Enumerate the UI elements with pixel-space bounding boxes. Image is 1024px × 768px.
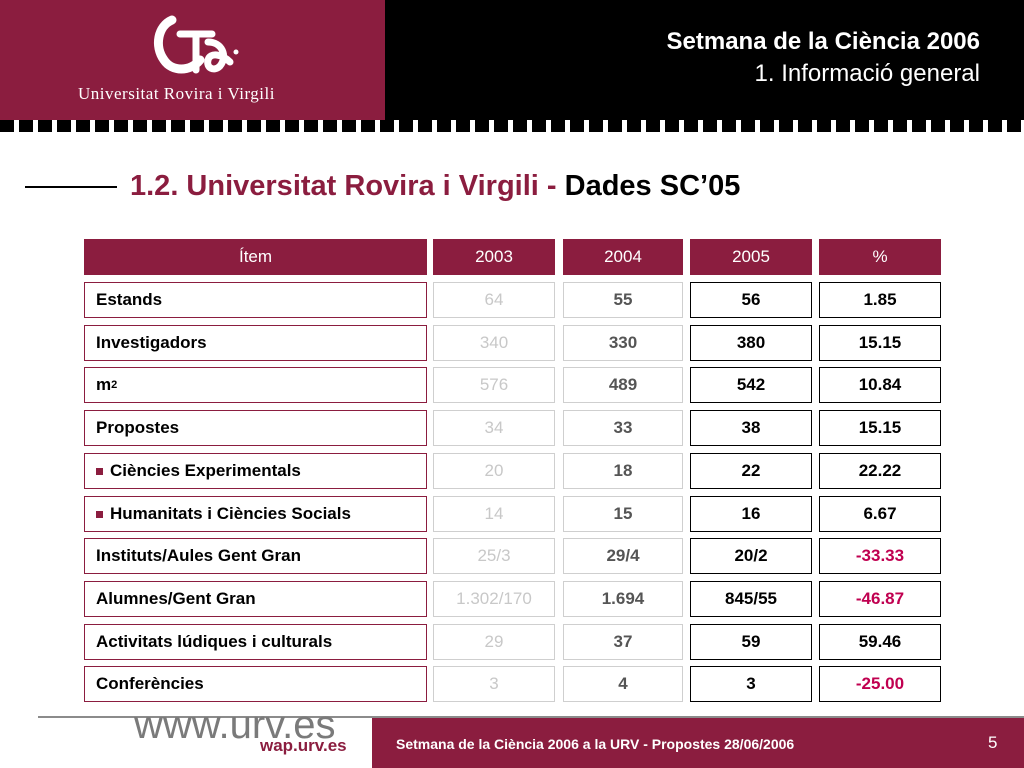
header-column-2003: 2003 — [433, 239, 555, 275]
table-cell-column-item: Humanitats i Ciències Socials — [84, 496, 427, 532]
table-cell-column-2003: 1.302/170 — [433, 581, 555, 617]
table-cell-column-2004: 33 — [563, 410, 683, 446]
header-brand-panel: Universitat Rovira i Virgili — [0, 0, 385, 120]
table-cell-column-percent: 1.85 — [819, 282, 941, 318]
title-rule — [25, 186, 117, 188]
page-number: 5 — [988, 733, 998, 752]
footer-left-panel — [0, 718, 372, 768]
urv-logo-icon — [153, 15, 239, 74]
table-cell-column-2004: 330 — [563, 325, 683, 361]
table-cell-column-2005: 3 — [690, 666, 812, 702]
table-cell-column-2005: 20/2 — [690, 538, 812, 574]
presentation-subtitle: 1. Informació general — [754, 60, 980, 87]
row-label: m — [96, 375, 112, 394]
row-label: Estands — [96, 290, 163, 309]
table-cell-column-item: Propostes — [84, 410, 427, 446]
table-cell-column-item: Alumnes/Gent Gran — [84, 581, 427, 617]
header-column-2005: 2005 — [690, 239, 812, 275]
table-cell-column-2003: 14 — [433, 496, 555, 532]
presentation-title: Setmana de la Ciència 2006 — [666, 28, 981, 55]
table-cell-column-2005: 22 — [690, 453, 812, 489]
table-cell-column-2004: 29/4 — [563, 538, 683, 574]
row-label: Investigadors — [96, 333, 207, 352]
footer-bar — [372, 718, 1024, 768]
table-cell-column-item: Activitats lúdiques i culturals — [84, 624, 427, 660]
table-cell-column-2005: 56 — [690, 282, 812, 318]
row-label-superscript: 2 — [111, 379, 118, 391]
table-cell-column-percent: 15.15 — [819, 410, 941, 446]
table-cell-column-item: Ciències Experimentals — [84, 453, 427, 489]
table-cell-column-percent: 22.22 — [819, 453, 941, 489]
bullet-icon — [96, 467, 103, 475]
table-cell-column-2004: 4 — [563, 666, 683, 702]
table-cell-column-item: Investigadors — [84, 325, 427, 361]
table-cell-column-percent: -46.87 — [819, 581, 941, 617]
table-cell-column-percent: -33.33 — [819, 538, 941, 574]
table-cell-column-2005: 380 — [690, 325, 812, 361]
table-cell-column-2005: 845/55 — [690, 581, 812, 617]
table-cell-column-2005: 16 — [690, 496, 812, 532]
table-cell-column-2003: 3 — [433, 666, 555, 702]
footer-website-link[interactable]: www.urv.es — [134, 703, 336, 747]
row-label: Instituts/Aules Gent Gran — [96, 546, 301, 565]
dashed-divider — [0, 120, 1024, 132]
header-column-item: Ítem — [84, 239, 427, 275]
header-column-percent: % — [819, 239, 941, 275]
bullet-icon — [96, 510, 103, 518]
row-label: Activitats lúdiques i culturals — [96, 632, 333, 651]
table-cell-column-item: Estands — [84, 282, 427, 318]
table-cell-column-percent: 6.67 — [819, 496, 941, 532]
table-cell-column-percent: 59.46 — [819, 624, 941, 660]
table-cell-column-percent: 10.84 — [819, 367, 941, 403]
table-cell-column-2003: 576 — [433, 367, 555, 403]
table-cell-column-2005: 542 — [690, 367, 812, 403]
footer-rule — [38, 716, 1024, 718]
table-cell-column-2004: 489 — [563, 367, 683, 403]
table-cell-column-2004: 55 — [563, 282, 683, 318]
table-cell-column-2004: 15 — [563, 496, 683, 532]
row-label: Propostes — [96, 418, 180, 437]
row-label: Ciències Experimentals — [110, 461, 301, 480]
table-cell-column-2003: 20 — [433, 453, 555, 489]
table-cell-column-percent: -25.00 — [819, 666, 941, 702]
row-label: Conferències — [96, 674, 204, 693]
table-cell-column-2003: 340 — [433, 325, 555, 361]
row-label: Humanitats i Ciències Socials — [110, 504, 351, 523]
section-title: 1.2. Universitat Rovira i Virgili - Dade… — [130, 170, 740, 203]
table-cell-column-2003: 25/3 — [433, 538, 555, 574]
footer-wap-link[interactable]: wap.urv.es — [260, 736, 347, 755]
table-cell-column-2003: 64 — [433, 282, 555, 318]
table-cell-column-2004: 18 — [563, 453, 683, 489]
table-cell-column-2005: 38 — [690, 410, 812, 446]
university-name: Universitat Rovira i Virgili — [78, 84, 275, 103]
table-cell-column-item: Conferències — [84, 666, 427, 702]
table-cell-column-item: Instituts/Aules Gent Gran — [84, 538, 427, 574]
table-cell-column-percent: 15.15 — [819, 325, 941, 361]
table-cell-column-2003: 34 — [433, 410, 555, 446]
table-cell-column-2004: 37 — [563, 624, 683, 660]
header-title-panel — [385, 0, 1024, 120]
header-column-2004: 2004 — [563, 239, 683, 275]
table-cell-column-2004: 1.694 — [563, 581, 683, 617]
table-cell-column-2003: 29 — [433, 624, 555, 660]
table-cell-column-2005: 59 — [690, 624, 812, 660]
section-title-sub: Dades SC’05 — [564, 170, 741, 202]
row-label: Alumnes/Gent Gran — [96, 589, 256, 608]
section-title-main: 1.2. Universitat Rovira i Virgili - — [130, 170, 557, 202]
footer-caption: Setmana de la Ciència 2006 a la URV - Pr… — [396, 736, 795, 752]
